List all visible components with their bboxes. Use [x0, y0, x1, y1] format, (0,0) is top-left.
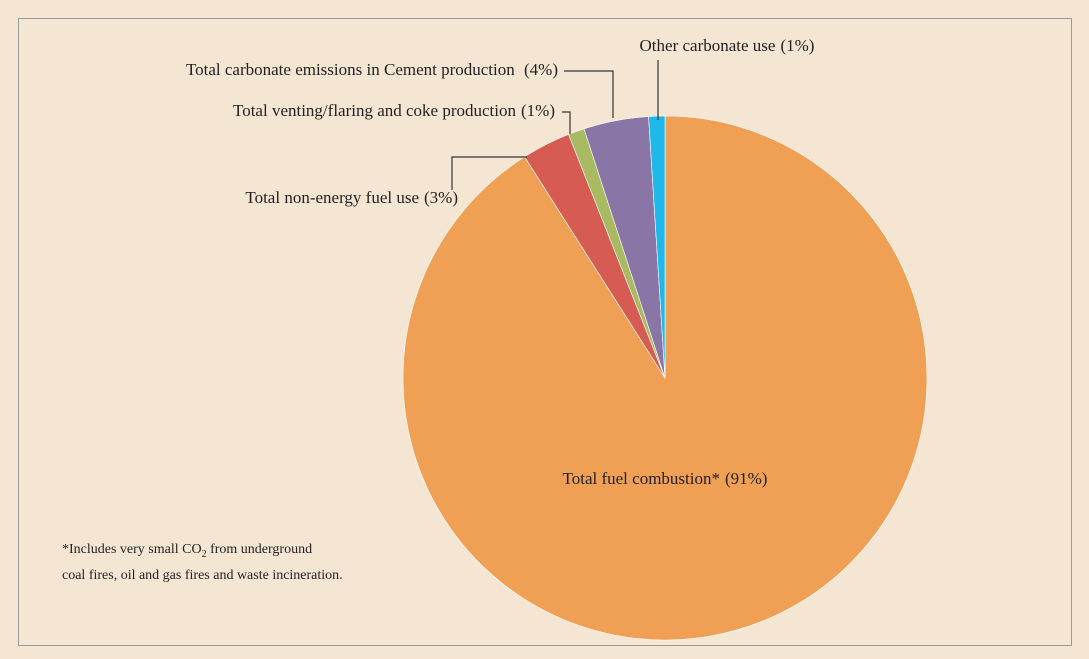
slice-label: Total venting/flaring and coke productio…: [233, 101, 555, 120]
footnote-sub: 2: [202, 549, 207, 560]
frame: [18, 18, 1072, 646]
footnote-text: *Includes very small CO: [62, 542, 202, 557]
value-label: (4%): [524, 60, 558, 79]
category-label: Total venting/flaring and coke productio…: [233, 101, 517, 120]
slice-label: Total non-energy fuel use (3%): [245, 188, 458, 207]
leader-line: [451, 156, 527, 190]
value-label: (3%): [424, 188, 458, 207]
footnote: *Includes very small CO2 from undergroun…: [62, 542, 312, 560]
leader-line: [564, 70, 614, 118]
pie-slice: [648, 115, 666, 379]
footnote: coal fires, oil and gas fires and waste …: [62, 568, 343, 583]
category-label: Total carbonate emissions in Cement prod…: [186, 60, 519, 79]
value-label: (91%): [725, 469, 767, 488]
leader-line: [562, 111, 571, 134]
slice-label: Total carbonate emissions in Cement prod…: [186, 60, 558, 79]
value-label: (1%): [780, 36, 814, 55]
category-label: Total non-energy fuel use: [245, 188, 419, 207]
slice-label: Total fuel combustion* (91%): [563, 469, 768, 488]
category-label: Other carbonate use: [640, 36, 776, 55]
slice-label: Other carbonate use (1%): [640, 36, 815, 55]
category-label: Total fuel combustion*: [563, 469, 720, 488]
pie: [402, 115, 928, 641]
footnote-text: from underground: [207, 542, 313, 557]
value-label: (1%): [521, 101, 555, 120]
